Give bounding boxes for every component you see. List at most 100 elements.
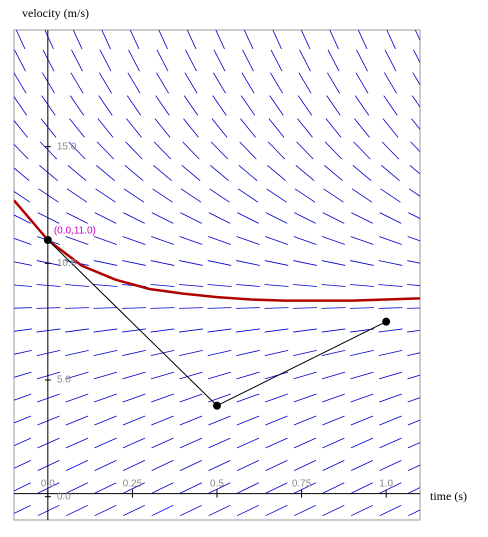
slope-segment	[123, 188, 145, 203]
slope-segment	[183, 118, 199, 138]
slope-segment	[299, 49, 311, 72]
slope-segment	[240, 95, 256, 116]
slope-segment	[129, 30, 140, 50]
slope-segment	[241, 72, 255, 94]
slope-segment	[350, 371, 374, 380]
slope-segment	[65, 437, 89, 449]
slope-segment	[379, 393, 402, 403]
slope-segment	[293, 371, 317, 380]
slope-segment	[407, 397, 420, 403]
slope-segment	[378, 260, 403, 266]
slope-segment	[379, 212, 402, 224]
slope-segment	[322, 236, 345, 245]
slope-segment	[212, 95, 227, 116]
slope-segment	[37, 482, 60, 494]
slope-segment	[236, 284, 260, 287]
slope-segment	[351, 482, 373, 494]
slope-segment	[208, 482, 231, 494]
slope-segment	[14, 371, 32, 378]
slope-segment	[236, 350, 260, 356]
slope-segment	[97, 118, 114, 138]
slope-segment	[327, 72, 340, 94]
slope-segment	[350, 350, 374, 356]
slope-segment	[408, 509, 420, 517]
slope-segment	[350, 236, 374, 245]
slope-segment	[36, 350, 61, 356]
euler-point	[382, 317, 391, 326]
slope-segment	[178, 307, 204, 309]
slope-segment	[210, 141, 229, 160]
slope-segment	[293, 393, 317, 403]
slope-segment	[39, 164, 58, 182]
slope-segment	[297, 118, 313, 138]
plot	[14, 30, 420, 520]
slope-segment	[208, 437, 231, 449]
slope-segment	[14, 237, 32, 245]
slope-segment	[322, 482, 345, 494]
slope-segment	[99, 49, 112, 72]
slope-segment	[125, 141, 143, 160]
slope-segment	[150, 284, 175, 287]
slope-segment	[155, 95, 170, 116]
slope-segment	[66, 504, 88, 517]
slope-segment	[207, 371, 232, 380]
euler-point	[43, 236, 52, 244]
slope-segment	[158, 30, 168, 50]
slope-segment	[407, 442, 420, 449]
slope-segment	[94, 504, 117, 517]
slope-segment	[184, 72, 198, 94]
slope-segment	[351, 504, 373, 517]
slope-segment	[265, 393, 288, 403]
slope-segment	[293, 236, 317, 245]
slope-segment	[239, 141, 257, 160]
slope-segment	[65, 284, 89, 287]
slope-segment	[321, 260, 346, 266]
slope-segment	[265, 437, 288, 449]
slope-segment	[322, 437, 345, 449]
slope-segment	[322, 393, 345, 403]
slope-segment	[295, 164, 315, 182]
slope-segment	[150, 371, 175, 380]
slope-segment	[272, 30, 282, 50]
slope-segment	[65, 236, 89, 245]
x-axis-label: time (s)	[430, 489, 467, 503]
slope-segment	[122, 415, 146, 426]
slope-segment	[65, 350, 89, 356]
slope-segment	[380, 188, 401, 203]
slope-segment	[407, 284, 420, 286]
slope-segment	[126, 118, 142, 138]
slope-segment	[211, 118, 228, 138]
slope-segment	[122, 371, 146, 380]
slope-segment	[383, 95, 398, 116]
slope-segment	[351, 188, 373, 203]
y-tick-label: 15.0	[57, 141, 77, 152]
slope-segment	[179, 328, 203, 333]
slope-segment	[324, 164, 343, 182]
slope-segment	[65, 371, 89, 380]
slope-segment	[236, 460, 260, 471]
slope-segment	[207, 350, 232, 356]
slope-segment	[179, 460, 203, 471]
slope-segment	[357, 30, 368, 50]
slope-segment	[40, 118, 57, 138]
slope-segment	[124, 164, 144, 182]
slope-segment	[265, 504, 288, 517]
slope-segment	[96, 141, 115, 160]
slope-segment	[352, 164, 372, 182]
slope-segment	[93, 371, 118, 380]
slope-segment	[95, 188, 116, 203]
slope-segment	[329, 30, 339, 50]
slope-segment	[122, 260, 146, 266]
slope-segment	[265, 460, 288, 471]
slope-segment	[381, 164, 400, 182]
slope-segment	[14, 504, 31, 514]
slope-segment	[66, 212, 88, 224]
slope-segment	[207, 307, 232, 309]
slope-segment	[268, 118, 285, 138]
slope-segment	[355, 72, 369, 94]
slope-segment	[179, 437, 203, 449]
slope-segment	[14, 437, 32, 447]
slope-segment	[267, 141, 286, 160]
slope-segment	[406, 307, 420, 309]
